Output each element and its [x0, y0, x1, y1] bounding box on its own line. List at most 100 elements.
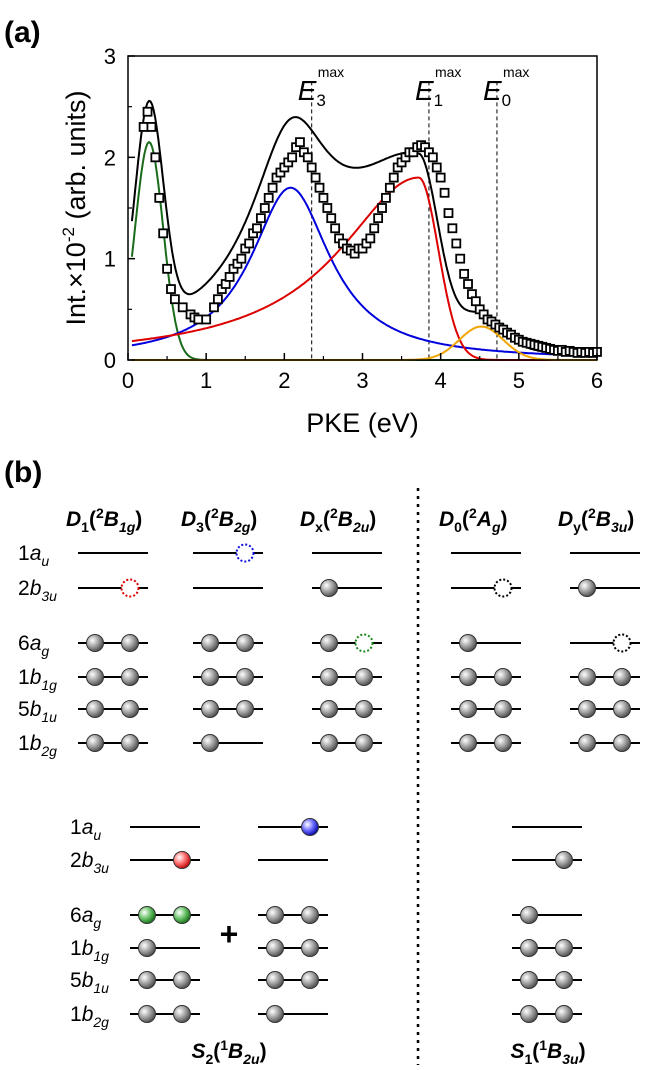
lower-orbital-label-2: 6ag — [70, 904, 101, 931]
x-tick-label: 2 — [278, 368, 290, 393]
electron — [201, 668, 219, 686]
electron — [555, 939, 573, 957]
electron-hole — [354, 633, 374, 653]
x-axis-label: PKE (eV) — [306, 408, 419, 438]
electron — [236, 700, 254, 718]
data-point — [169, 294, 180, 305]
electron — [320, 668, 338, 686]
lower-orbital-label-5: 1b2g — [70, 1003, 109, 1030]
orbital-diagram: 1au 2b3u 6ag 1b1g 5b1u 1b2g D1(2B1g) D3(2B2g) Dx… — [18, 488, 640, 1067]
data-point — [314, 182, 325, 193]
orbital-label-1: 2b3u — [18, 577, 57, 604]
data-point — [310, 172, 321, 183]
data-point — [158, 228, 169, 239]
electron — [459, 700, 477, 718]
y-tick-label: 0 — [104, 348, 116, 373]
s2-state-label: S2(1B2u) — [191, 1037, 266, 1067]
electron — [355, 668, 373, 686]
data-point — [330, 223, 341, 234]
electron — [320, 634, 338, 652]
electron — [121, 668, 139, 686]
data-point — [373, 213, 384, 224]
component-curve-2 — [131, 176, 597, 361]
state-header-0: D1(2B1g) — [66, 505, 142, 535]
panel-b-label: (b) — [4, 456, 42, 489]
x-tick-label: 3 — [356, 368, 368, 393]
data-point — [455, 253, 466, 264]
electron — [266, 939, 284, 957]
electron — [494, 668, 512, 686]
data-point — [201, 314, 212, 325]
data-point — [459, 268, 470, 279]
data-point — [435, 172, 446, 183]
data-point — [224, 272, 235, 282]
electron — [320, 579, 338, 597]
electron — [121, 700, 139, 718]
electron — [138, 906, 156, 924]
data-point — [369, 223, 380, 234]
x-tick-label: 1 — [200, 368, 212, 393]
electron — [266, 1005, 284, 1023]
electron — [173, 906, 191, 924]
data-point — [236, 253, 247, 264]
data-point — [267, 182, 278, 193]
electron — [266, 906, 284, 924]
data-point — [384, 182, 395, 193]
data-point — [142, 106, 153, 117]
electron — [173, 851, 191, 869]
electron — [355, 700, 373, 718]
data-point — [463, 279, 473, 289]
electron — [121, 634, 139, 652]
electron — [520, 1005, 538, 1023]
electron — [301, 939, 319, 957]
electron-hole — [120, 578, 140, 598]
electron — [236, 634, 254, 652]
component-curve-1 — [131, 186, 597, 357]
data-point — [209, 302, 219, 313]
data-point — [470, 296, 481, 307]
electron — [613, 668, 631, 686]
electron — [86, 634, 104, 652]
data-point — [162, 263, 172, 274]
electron-hole — [235, 543, 255, 563]
orbital-label-5: 1b2g — [18, 732, 57, 759]
data-point — [244, 238, 255, 249]
y-tick-label: 2 — [104, 145, 116, 170]
orbital-label-3: 1b1g — [18, 666, 57, 693]
electron — [86, 700, 104, 718]
data-point — [212, 294, 223, 305]
electron — [138, 971, 156, 989]
electron — [578, 734, 596, 752]
x-tick-label: 4 — [435, 368, 447, 393]
electron — [555, 971, 573, 989]
lower-orbital-label-0: 1au — [70, 816, 101, 843]
electron — [578, 668, 596, 686]
electron — [138, 939, 156, 957]
electron — [555, 1005, 573, 1023]
electron — [301, 906, 319, 924]
data-point — [306, 162, 317, 173]
state-header-2: Dx(2B2u) — [300, 505, 376, 535]
threshold-sup-0: max — [318, 64, 344, 80]
state-header-3: D0(2Ag) — [439, 505, 508, 535]
threshold-label-2: E0 — [483, 75, 511, 110]
state-header-1: D3(2B2g) — [181, 505, 257, 535]
electron — [173, 971, 191, 989]
data-point — [439, 187, 450, 198]
lower-orbital-label-4: 5b1u — [70, 969, 109, 996]
plus-sign: + — [220, 916, 239, 952]
data-point — [166, 284, 176, 294]
threshold-label-0: E3 — [298, 75, 326, 110]
lower-orbital-label-1: 2b3u — [70, 849, 109, 876]
threshold-sup-1: max — [435, 64, 461, 80]
data-point — [427, 152, 438, 163]
threshold-sup-2: max — [503, 64, 529, 80]
electron — [201, 634, 219, 652]
data-point — [255, 213, 266, 224]
x-tick-label: 0 — [122, 368, 134, 393]
electron — [520, 906, 538, 924]
data-point — [322, 203, 333, 213]
y-tick-label: 1 — [104, 247, 116, 272]
data-point — [318, 192, 329, 203]
